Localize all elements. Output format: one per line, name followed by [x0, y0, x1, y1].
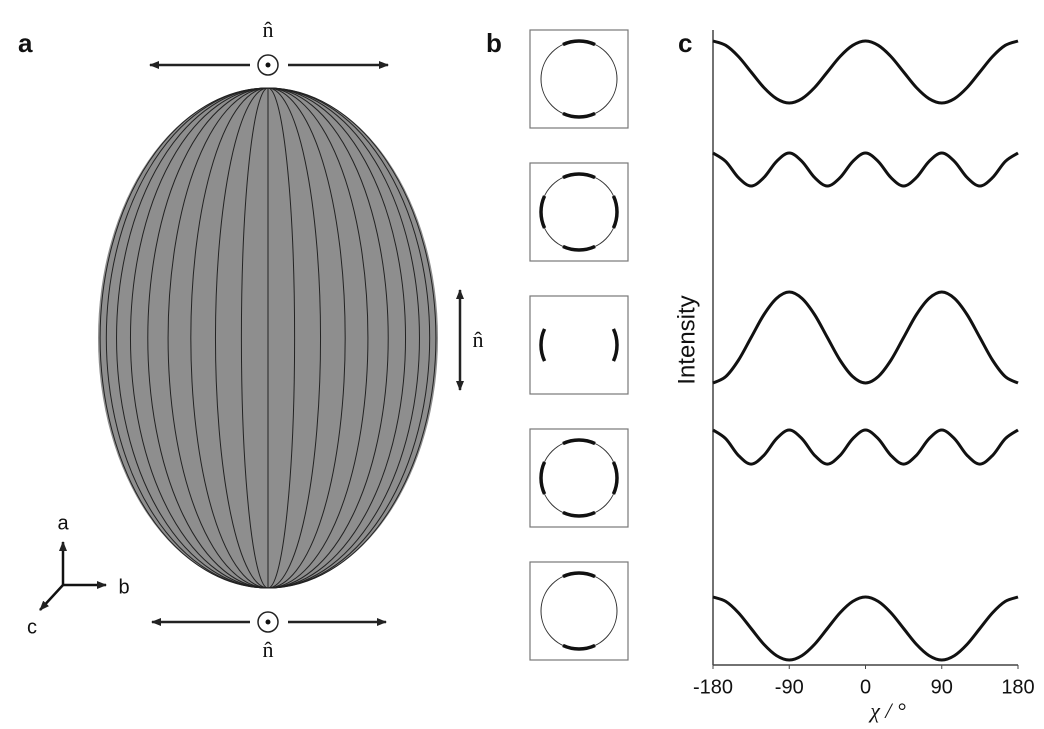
director-label: n̂	[263, 17, 274, 42]
panel-label: c	[678, 28, 692, 58]
meridian	[129, 87, 269, 589]
meridian	[267, 87, 322, 589]
director-arrows	[149, 61, 464, 626]
arc	[611, 195, 619, 229]
intensity-curve	[712, 290, 1019, 385]
arc	[611, 328, 619, 362]
intensity-chart: Intensity χ / ° -180 -90 0 90 180	[673, 30, 1035, 723]
axis-name: b	[118, 576, 129, 598]
crystal-axes	[39, 541, 107, 611]
intensity-curve	[712, 39, 1019, 105]
meridian	[267, 87, 346, 589]
diffraction-patterns	[529, 29, 629, 661]
meridian	[190, 87, 269, 589]
panel-label: b	[486, 28, 502, 58]
y-axis-label: Intensity	[673, 295, 700, 384]
x-tick-label: 0	[860, 676, 871, 698]
x-axis-label: χ / °	[868, 698, 906, 723]
meridian	[240, 87, 269, 589]
arc	[562, 111, 596, 119]
intensity-curve	[712, 428, 1019, 466]
meridians	[99, 87, 437, 589]
x-tick-label: 180	[1001, 676, 1034, 698]
arc	[562, 643, 596, 651]
meridian	[116, 87, 269, 589]
arc	[539, 195, 547, 229]
pattern-frame	[529, 29, 629, 129]
meridian	[267, 87, 431, 589]
arc	[562, 39, 596, 47]
director-label: n̂	[263, 637, 274, 662]
meridian	[267, 87, 407, 589]
intensity-curve	[712, 595, 1019, 662]
meridian	[105, 87, 269, 589]
x-tick-label: 90	[931, 676, 953, 698]
panel-label: a	[18, 28, 33, 58]
axis-name: a	[57, 512, 69, 534]
director-dot	[265, 62, 271, 68]
arc	[562, 438, 596, 446]
x-tick-label: -180	[693, 676, 733, 698]
arc	[562, 571, 596, 579]
pattern-frame	[529, 162, 629, 262]
director-dot	[265, 619, 271, 625]
pattern-frame	[529, 295, 629, 395]
meridian	[99, 87, 269, 589]
meridian	[267, 87, 437, 589]
arc	[539, 461, 547, 495]
meridian	[267, 87, 389, 589]
arc	[562, 244, 596, 252]
meridian	[147, 87, 269, 589]
arc	[562, 172, 596, 180]
x-tick-label: -90	[775, 676, 804, 698]
meridian	[267, 87, 420, 589]
ellipsoid-panel: n̂ n̂ n̂ a b c	[27, 17, 484, 662]
arc	[611, 461, 619, 495]
director-label: n̂	[473, 327, 484, 352]
pattern-frame	[529, 561, 629, 661]
meridian	[267, 87, 369, 589]
axis-name: c	[27, 616, 37, 638]
meridian	[214, 87, 269, 589]
pattern-frame	[529, 428, 629, 528]
meridian	[167, 87, 269, 589]
arc	[539, 328, 547, 362]
arc	[562, 510, 596, 518]
meridian	[267, 87, 296, 589]
intensity-curve	[712, 151, 1019, 188]
